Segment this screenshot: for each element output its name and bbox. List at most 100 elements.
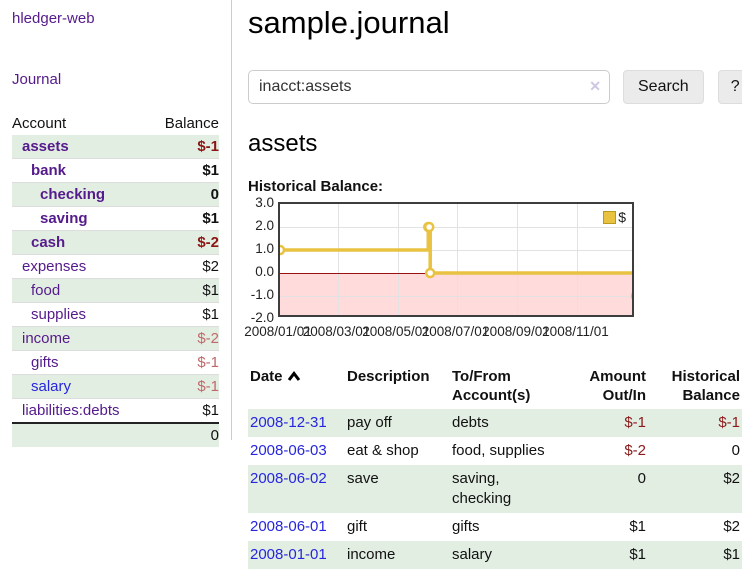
account-link-income[interactable]: income xyxy=(22,330,71,347)
transaction-amount-cell: $-2 xyxy=(624,442,646,460)
balance-series xyxy=(280,221,632,300)
register-table: Date Description To/From Account(s) Amou… xyxy=(248,365,742,570)
transaction-balance-cell: $2 xyxy=(723,518,740,536)
account-link-supplies[interactable]: supplies xyxy=(31,306,87,323)
search-input[interactable] xyxy=(248,70,610,105)
transaction-row: 2008-06-02 save saving, checking 0 $2 xyxy=(248,465,742,514)
transaction-row: 2008-01-01 income salary $1 $1 xyxy=(248,541,742,570)
transaction-balance-cell: $2 xyxy=(723,470,740,488)
x-axis-tick-label: 2008/01/01 xyxy=(244,324,312,340)
account-name-cell: food xyxy=(12,278,150,303)
account-row: liabilities:debts $1 xyxy=(12,398,219,423)
legend-label: $ xyxy=(618,209,626,226)
transaction-row: 2008-06-03 eat & shop food, supplies $-2 0 xyxy=(248,437,742,465)
account-link-saving[interactable]: saving xyxy=(40,210,88,227)
account-row: gifts $-1 xyxy=(12,350,219,375)
account-row: saving $1 xyxy=(12,206,219,231)
transaction-balance-cell: $-1 xyxy=(718,414,740,432)
y-axis-tick-label: 3.0 xyxy=(255,195,274,211)
description-column-header: Description xyxy=(347,368,430,386)
account-name-cell: cash xyxy=(12,230,150,255)
account-name-cell: bank xyxy=(12,158,150,183)
y-axis-tick-label: 0.0 xyxy=(255,264,274,280)
account-row: food $1 xyxy=(12,278,219,303)
account-row: bank $1 xyxy=(12,158,219,183)
data-point-marker xyxy=(424,267,436,279)
account-name-cell: expenses xyxy=(12,254,150,279)
transaction-accounts-cell: salary xyxy=(452,546,493,564)
account-name-cell: salary xyxy=(12,374,150,399)
gridline xyxy=(338,204,340,316)
transaction-date-link[interactable]: 2008-06-02 xyxy=(250,470,327,488)
chart-legend: $ xyxy=(603,209,626,225)
account-row: checking 0 xyxy=(12,182,219,207)
account-balance: $1 xyxy=(149,398,219,423)
main-content: sample.journal ✕ Search ? assets Histori… xyxy=(244,0,742,570)
account-balance: $2 xyxy=(149,254,219,279)
transaction-balance-cell: 0 xyxy=(731,442,740,460)
transaction-description-cell: gift xyxy=(347,518,368,536)
account-tree-table: Account Balance assets $-1 bank $1 checking 0… xyxy=(12,112,219,447)
legend-swatch-icon xyxy=(603,210,617,224)
help-button[interactable]: ? xyxy=(717,70,742,105)
gridline xyxy=(280,249,632,251)
account-link-bank[interactable]: bank xyxy=(31,162,67,179)
sidebar-item-journal[interactable]: Journal xyxy=(12,71,62,88)
chart-label: Historical Balance: xyxy=(248,178,384,196)
account-balance: $1 xyxy=(149,302,219,327)
account-link-gifts[interactable]: gifts xyxy=(31,354,59,371)
transaction-date-link[interactable]: 2008-06-01 xyxy=(250,518,327,536)
transaction-date-cell: 2008-06-01 xyxy=(248,513,345,541)
page-title: sample.journal xyxy=(248,5,450,40)
account-balance: $1 xyxy=(149,158,219,183)
transaction-date-cell: 2008-06-03 xyxy=(248,437,345,465)
account-link-salary[interactable]: salary xyxy=(31,378,72,395)
y-axis-tick-label: 2.0 xyxy=(255,218,274,234)
total-balance: 0 xyxy=(149,422,219,447)
account-tree-total-row: 0 xyxy=(12,422,219,447)
x-axis-tick-label: 2008/03/01 xyxy=(302,324,371,340)
gridline xyxy=(457,204,458,316)
account-row: supplies $1 xyxy=(12,302,219,327)
account-link-checking[interactable]: checking xyxy=(40,186,106,203)
transaction-date-cell: 2008-06-02 xyxy=(248,465,345,513)
account-name-cell: supplies xyxy=(12,302,150,327)
account-row: income $-2 xyxy=(12,326,219,351)
account-balance: $-1 xyxy=(197,138,219,155)
app-brand-link[interactable]: hledger-web xyxy=(12,10,95,27)
account-link-assets[interactable]: assets xyxy=(22,138,69,155)
clear-search-icon[interactable]: ✕ xyxy=(589,78,601,95)
transaction-accounts-cell: gifts xyxy=(452,518,480,536)
transaction-description-cell: pay off xyxy=(347,414,392,432)
search-button[interactable]: Search xyxy=(623,70,704,105)
date-column-header[interactable]: Date xyxy=(248,365,345,409)
account-column-header: Account xyxy=(12,115,67,132)
transaction-date-link[interactable]: 2008-01-01 xyxy=(250,546,327,564)
account-name-cell: gifts xyxy=(12,350,150,375)
account-balance: $-1 xyxy=(149,374,219,399)
y-axis-tick-label: -2.0 xyxy=(250,310,274,326)
transaction-amount-cell: $-1 xyxy=(624,414,646,432)
x-axis-tick-label: 2008/11/01 xyxy=(542,324,609,340)
account-link-expenses[interactable]: expenses xyxy=(22,258,87,275)
y-axis-tick-label: -1.0 xyxy=(250,287,274,303)
account-heading: assets xyxy=(248,130,318,158)
transaction-row: 2008-06-01 gift gifts $1 $2 xyxy=(248,513,742,541)
balance-column-header-register: Historical Balance xyxy=(671,368,740,405)
balance-column-header: Balance xyxy=(164,115,219,132)
account-link-cash[interactable]: cash xyxy=(31,234,66,251)
chart-plot-area: $ xyxy=(278,202,634,318)
gridline xyxy=(517,204,519,316)
account-name-cell: checking xyxy=(12,182,150,207)
account-balance: $-2 xyxy=(149,230,219,255)
account-link-liabilities-debts[interactable]: liabilities:debts xyxy=(22,402,120,419)
transaction-amount-cell: $1 xyxy=(629,518,646,536)
register-header-row: Date Description To/From Account(s) Amou… xyxy=(248,365,742,409)
account-balance: $1 xyxy=(149,278,219,303)
transaction-balance-cell: $1 xyxy=(723,546,740,564)
y-axis-tick-label: 1.0 xyxy=(255,241,274,257)
transaction-date-link[interactable]: 2008-12-31 xyxy=(250,414,327,432)
account-row: salary $-1 xyxy=(12,374,219,399)
account-link-food[interactable]: food xyxy=(31,282,61,299)
transaction-date-link[interactable]: 2008-06-03 xyxy=(250,442,327,460)
